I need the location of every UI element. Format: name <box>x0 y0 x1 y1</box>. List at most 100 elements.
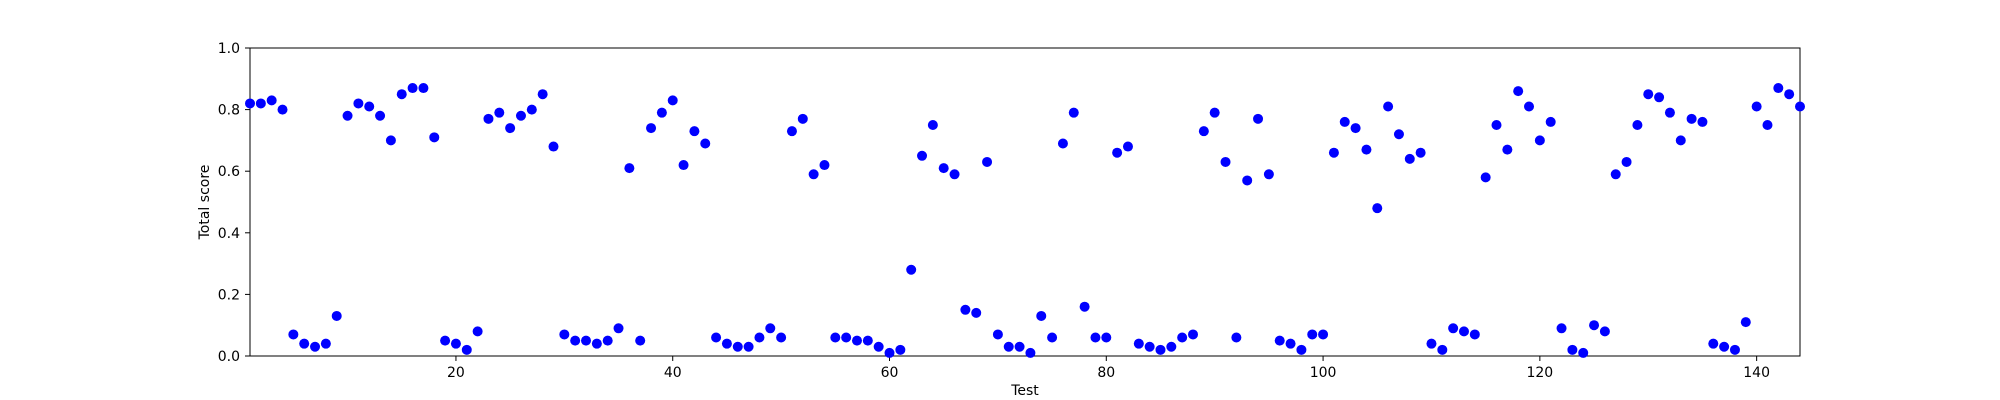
data-point <box>299 338 310 349</box>
data-point <box>1307 329 1318 340</box>
data-point <box>1654 92 1665 103</box>
data-point <box>375 110 386 121</box>
data-point <box>1166 341 1177 352</box>
data-point <box>1491 120 1502 130</box>
y-axis: 0.0 0.2 0.4 0.6 0.8 1.0 <box>218 41 250 365</box>
data-point <box>255 98 266 109</box>
data-point <box>1610 169 1621 180</box>
y-tick-label: 0.0 <box>218 349 240 365</box>
data-point <box>982 156 993 167</box>
data-point <box>1404 153 1415 164</box>
data-point <box>678 160 689 171</box>
data-point <box>526 104 537 115</box>
data-point <box>342 110 353 121</box>
data-point <box>591 338 602 349</box>
data-point <box>1274 335 1285 346</box>
data-point <box>1198 126 1209 137</box>
data-point <box>1524 101 1535 112</box>
data-point <box>873 341 884 352</box>
data-point <box>700 138 711 149</box>
data-point <box>461 344 472 355</box>
x-tick-label: 120 <box>1526 365 1553 381</box>
data-point <box>797 113 808 124</box>
y-tick-label: 0.4 <box>218 226 240 242</box>
data-point <box>971 307 982 318</box>
data-point <box>1220 156 1231 167</box>
data-point <box>385 135 396 146</box>
data-point <box>1719 341 1730 352</box>
data-point <box>1328 147 1339 158</box>
data-point <box>1177 332 1188 343</box>
data-point <box>1545 116 1556 127</box>
data-point <box>1469 329 1480 340</box>
data-point <box>548 141 559 152</box>
data-point <box>808 169 819 180</box>
data-point <box>1675 135 1686 146</box>
data-point <box>1188 329 1199 340</box>
data-point <box>635 335 646 346</box>
data-points <box>245 83 1805 358</box>
data-point <box>1014 341 1025 352</box>
data-point <box>656 107 667 118</box>
data-point <box>1599 326 1610 337</box>
data-point <box>1437 344 1448 355</box>
data-point <box>331 310 342 321</box>
data-point <box>1567 344 1578 355</box>
x-tick-label: 40 <box>664 365 682 381</box>
data-point <box>581 335 592 346</box>
y-tick-label: 1.0 <box>218 41 240 57</box>
data-point <box>1773 83 1784 94</box>
data-point <box>949 169 960 180</box>
data-point <box>353 98 364 109</box>
data-point <box>1144 341 1155 352</box>
data-point <box>1697 116 1708 127</box>
data-point <box>895 344 906 355</box>
data-point <box>1513 86 1524 97</box>
data-point <box>364 101 375 112</box>
data-point <box>1664 107 1675 118</box>
plot-area <box>249 47 1801 357</box>
data-point <box>1632 120 1643 130</box>
data-point <box>624 163 635 174</box>
data-point <box>1318 329 1329 340</box>
x-axis: 20 40 60 80 100 120 140 <box>447 356 1770 381</box>
data-point <box>765 323 776 334</box>
data-point <box>266 95 277 106</box>
data-point <box>537 89 548 100</box>
data-point <box>1393 129 1404 140</box>
data-point <box>450 338 461 349</box>
data-point <box>754 332 765 343</box>
data-point <box>1795 101 1805 112</box>
data-point <box>1079 301 1090 312</box>
data-point <box>1708 338 1719 349</box>
data-point <box>1534 135 1545 146</box>
data-point <box>1285 338 1296 349</box>
data-point <box>786 126 797 137</box>
data-point <box>819 160 830 171</box>
data-point <box>483 113 494 124</box>
data-point <box>245 98 255 109</box>
data-point <box>830 332 841 343</box>
data-point <box>288 329 299 340</box>
data-point <box>310 341 321 352</box>
data-point <box>1296 344 1307 355</box>
data-point <box>1621 156 1632 167</box>
data-point <box>1448 323 1459 334</box>
data-point <box>992 329 1003 340</box>
data-point <box>1350 123 1361 134</box>
x-axis-label: Test <box>1010 383 1039 399</box>
data-point <box>689 126 700 137</box>
data-point <box>743 341 754 352</box>
data-point <box>938 163 949 174</box>
data-point <box>1480 172 1491 183</box>
data-point <box>1253 113 1264 124</box>
data-point <box>559 329 570 340</box>
y-tick-label: 0.2 <box>218 287 240 303</box>
data-point <box>1383 101 1394 112</box>
data-point <box>1047 332 1058 343</box>
data-point <box>1740 317 1751 328</box>
data-point <box>917 150 928 161</box>
data-point <box>1589 320 1600 331</box>
data-point <box>776 332 787 343</box>
